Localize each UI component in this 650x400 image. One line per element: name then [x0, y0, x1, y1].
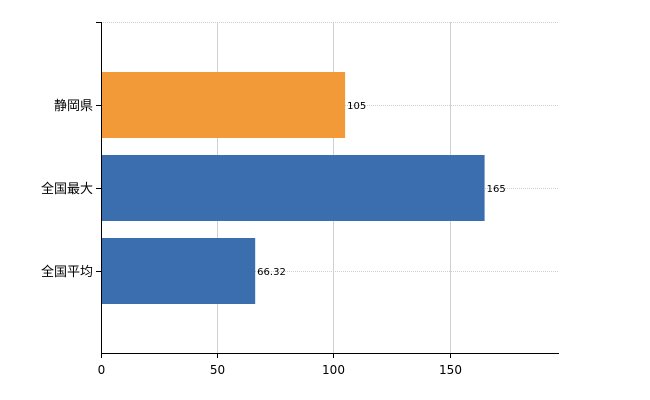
- category-label: 静岡県: [54, 99, 93, 114]
- data-label: 66.32: [257, 267, 286, 278]
- category-label: 全国平均: [41, 264, 93, 280]
- bar: [101, 155, 485, 221]
- category-label: 全国最大: [41, 181, 93, 197]
- bars: [101, 72, 485, 304]
- labels: 105 静岡県 165 全国最大 66.32 全国平均 0 50 100 150: [41, 99, 506, 377]
- data-label: 105: [347, 101, 366, 112]
- x-tick-label: 150: [439, 363, 462, 377]
- x-tick-label: 100: [322, 363, 345, 377]
- axes: [96, 22, 559, 358]
- bar: [101, 72, 346, 138]
- bar: [101, 238, 256, 304]
- x-tick-label: 50: [210, 363, 225, 377]
- x-tick-label: 0: [98, 363, 106, 377]
- data-label: 165: [487, 184, 506, 195]
